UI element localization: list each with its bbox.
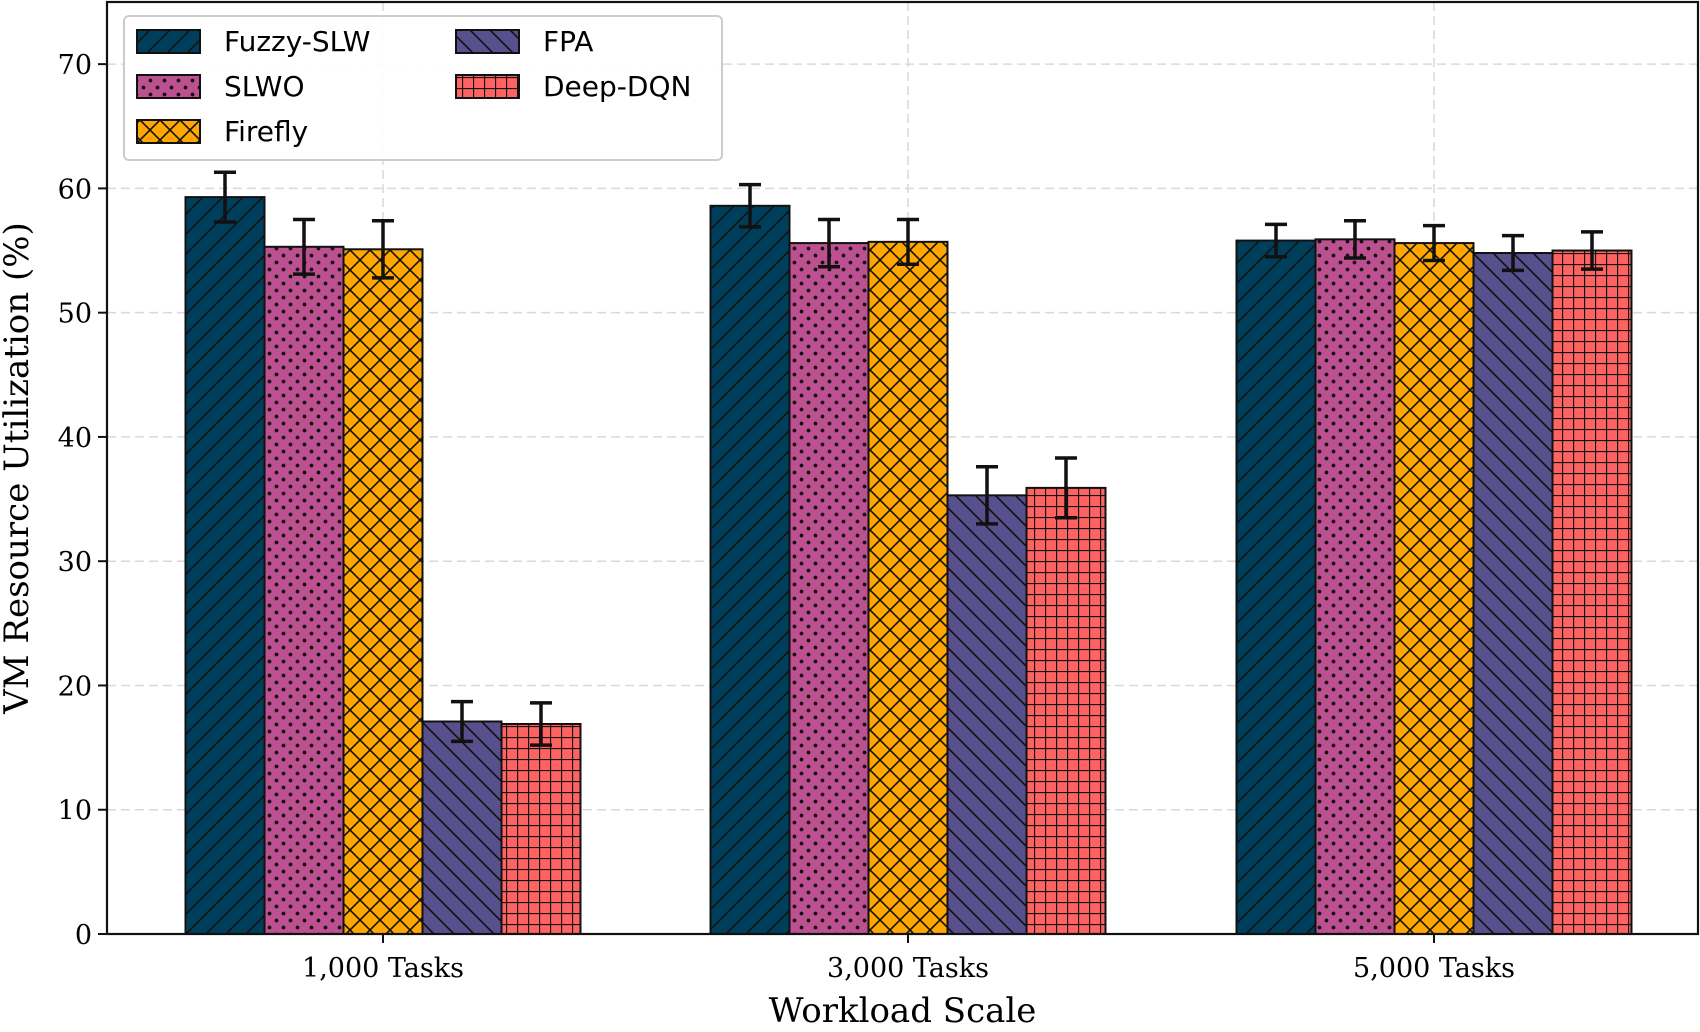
- bar-fuzzy-slw-3-000-tasks: [709, 204, 791, 935]
- legend-item-firefly: Firefly: [136, 115, 308, 148]
- error-bar-fpa-5-000-tasks: [1502, 233, 1524, 273]
- bar-deep-dqn-3-000-tasks: [1025, 486, 1107, 935]
- error-bar-slwo-5-000-tasks: [1344, 218, 1366, 260]
- legend-label: SLWO: [224, 70, 305, 103]
- error-bar-fuzzy-slw-3-000-tasks: [739, 182, 761, 229]
- error-bars: [214, 170, 1603, 747]
- y-tick-label: 0: [75, 920, 92, 951]
- legend-item-fuzzy-slw: Fuzzy-SLW: [136, 25, 370, 58]
- error-bar-deep-dqn-3-000-tasks: [1055, 456, 1077, 520]
- error-bar-slwo-3-000-tasks: [818, 217, 840, 269]
- legend-item-deep-dqn: Deep-DQN: [455, 70, 691, 103]
- legend-swatch: [455, 29, 520, 54]
- bar-slwo-1-000-tasks: [263, 245, 345, 935]
- error-bar-fpa-1-000-tasks: [451, 699, 473, 744]
- bar-firefly-3-000-tasks: [867, 240, 949, 936]
- legend-swatch: [136, 74, 201, 99]
- y-tick-label: 50: [58, 299, 92, 330]
- bar-firefly-1-000-tasks: [342, 248, 424, 936]
- y-tick-label: 70: [58, 50, 92, 81]
- legend-swatch: [455, 74, 520, 99]
- bar-fuzzy-slw-5-000-tasks: [1235, 239, 1317, 936]
- y-tick-label: 10: [58, 796, 92, 827]
- error-bar-slwo-1-000-tasks: [293, 217, 315, 276]
- error-bar-firefly-1-000-tasks: [372, 218, 394, 280]
- bar-slwo-3-000-tasks: [788, 242, 870, 935]
- error-bar-fpa-3-000-tasks: [976, 465, 998, 526]
- x-tick-label: 3,000 Tasks: [827, 953, 989, 984]
- error-bar-fuzzy-slw-5-000-tasks: [1265, 222, 1287, 259]
- bar-deep-dqn-1-000-tasks: [500, 722, 582, 935]
- bar-deep-dqn-5-000-tasks: [1551, 249, 1633, 936]
- legend-item-slwo: SLWO: [136, 70, 305, 103]
- legend-label: Firefly: [224, 115, 308, 148]
- bar-fuzzy-slw-1-000-tasks: [184, 196, 266, 935]
- y-tick-label: 60: [58, 174, 92, 205]
- error-bar-firefly-5-000-tasks: [1423, 223, 1445, 263]
- legend-box: [123, 15, 723, 161]
- bar-slwo-5-000-tasks: [1314, 238, 1396, 936]
- bar-firefly-5-000-tasks: [1393, 242, 1475, 935]
- y-axis-title: VM Resource Utilization (%): [0, 222, 37, 715]
- legend-label: FPA: [543, 25, 593, 58]
- axes: 0 10 20 30 40 50 60 70 1,000 Tasks 3,000 Tasks 5,0…: [58, 0, 1700, 984]
- error-bar-fuzzy-slw-1-000-tasks: [214, 170, 236, 224]
- y-tick-label: 30: [58, 547, 92, 578]
- x-tick-label: 5,000 Tasks: [1353, 953, 1515, 984]
- legend-label: Deep-DQN: [543, 70, 691, 103]
- error-bar-deep-dqn-1-000-tasks: [530, 701, 552, 747]
- legend-item-fpa: FPA: [455, 25, 593, 58]
- x-tick-label: 1,000 Tasks: [302, 953, 464, 984]
- y-tick-label: 20: [58, 671, 92, 702]
- bar-fpa-1-000-tasks: [421, 720, 503, 936]
- error-bar-deep-dqn-5-000-tasks: [1581, 230, 1603, 271]
- legend: Fuzzy-SLW SLWO Firefly FPA Deep-DQN: [123, 15, 723, 161]
- legend-swatch: [136, 29, 201, 54]
- legend-label: Fuzzy-SLW: [224, 25, 370, 58]
- y-tick-label: 40: [58, 423, 92, 454]
- plot-frame: [105, 0, 1700, 936]
- x-axis-title: Workload Scale: [769, 991, 1037, 1027]
- error-bar-firefly-3-000-tasks: [897, 217, 919, 266]
- legend-swatch: [136, 119, 201, 144]
- bars: [184, 196, 1633, 936]
- bar-fpa-3-000-tasks: [946, 494, 1028, 935]
- bar-fpa-5-000-tasks: [1472, 252, 1554, 935]
